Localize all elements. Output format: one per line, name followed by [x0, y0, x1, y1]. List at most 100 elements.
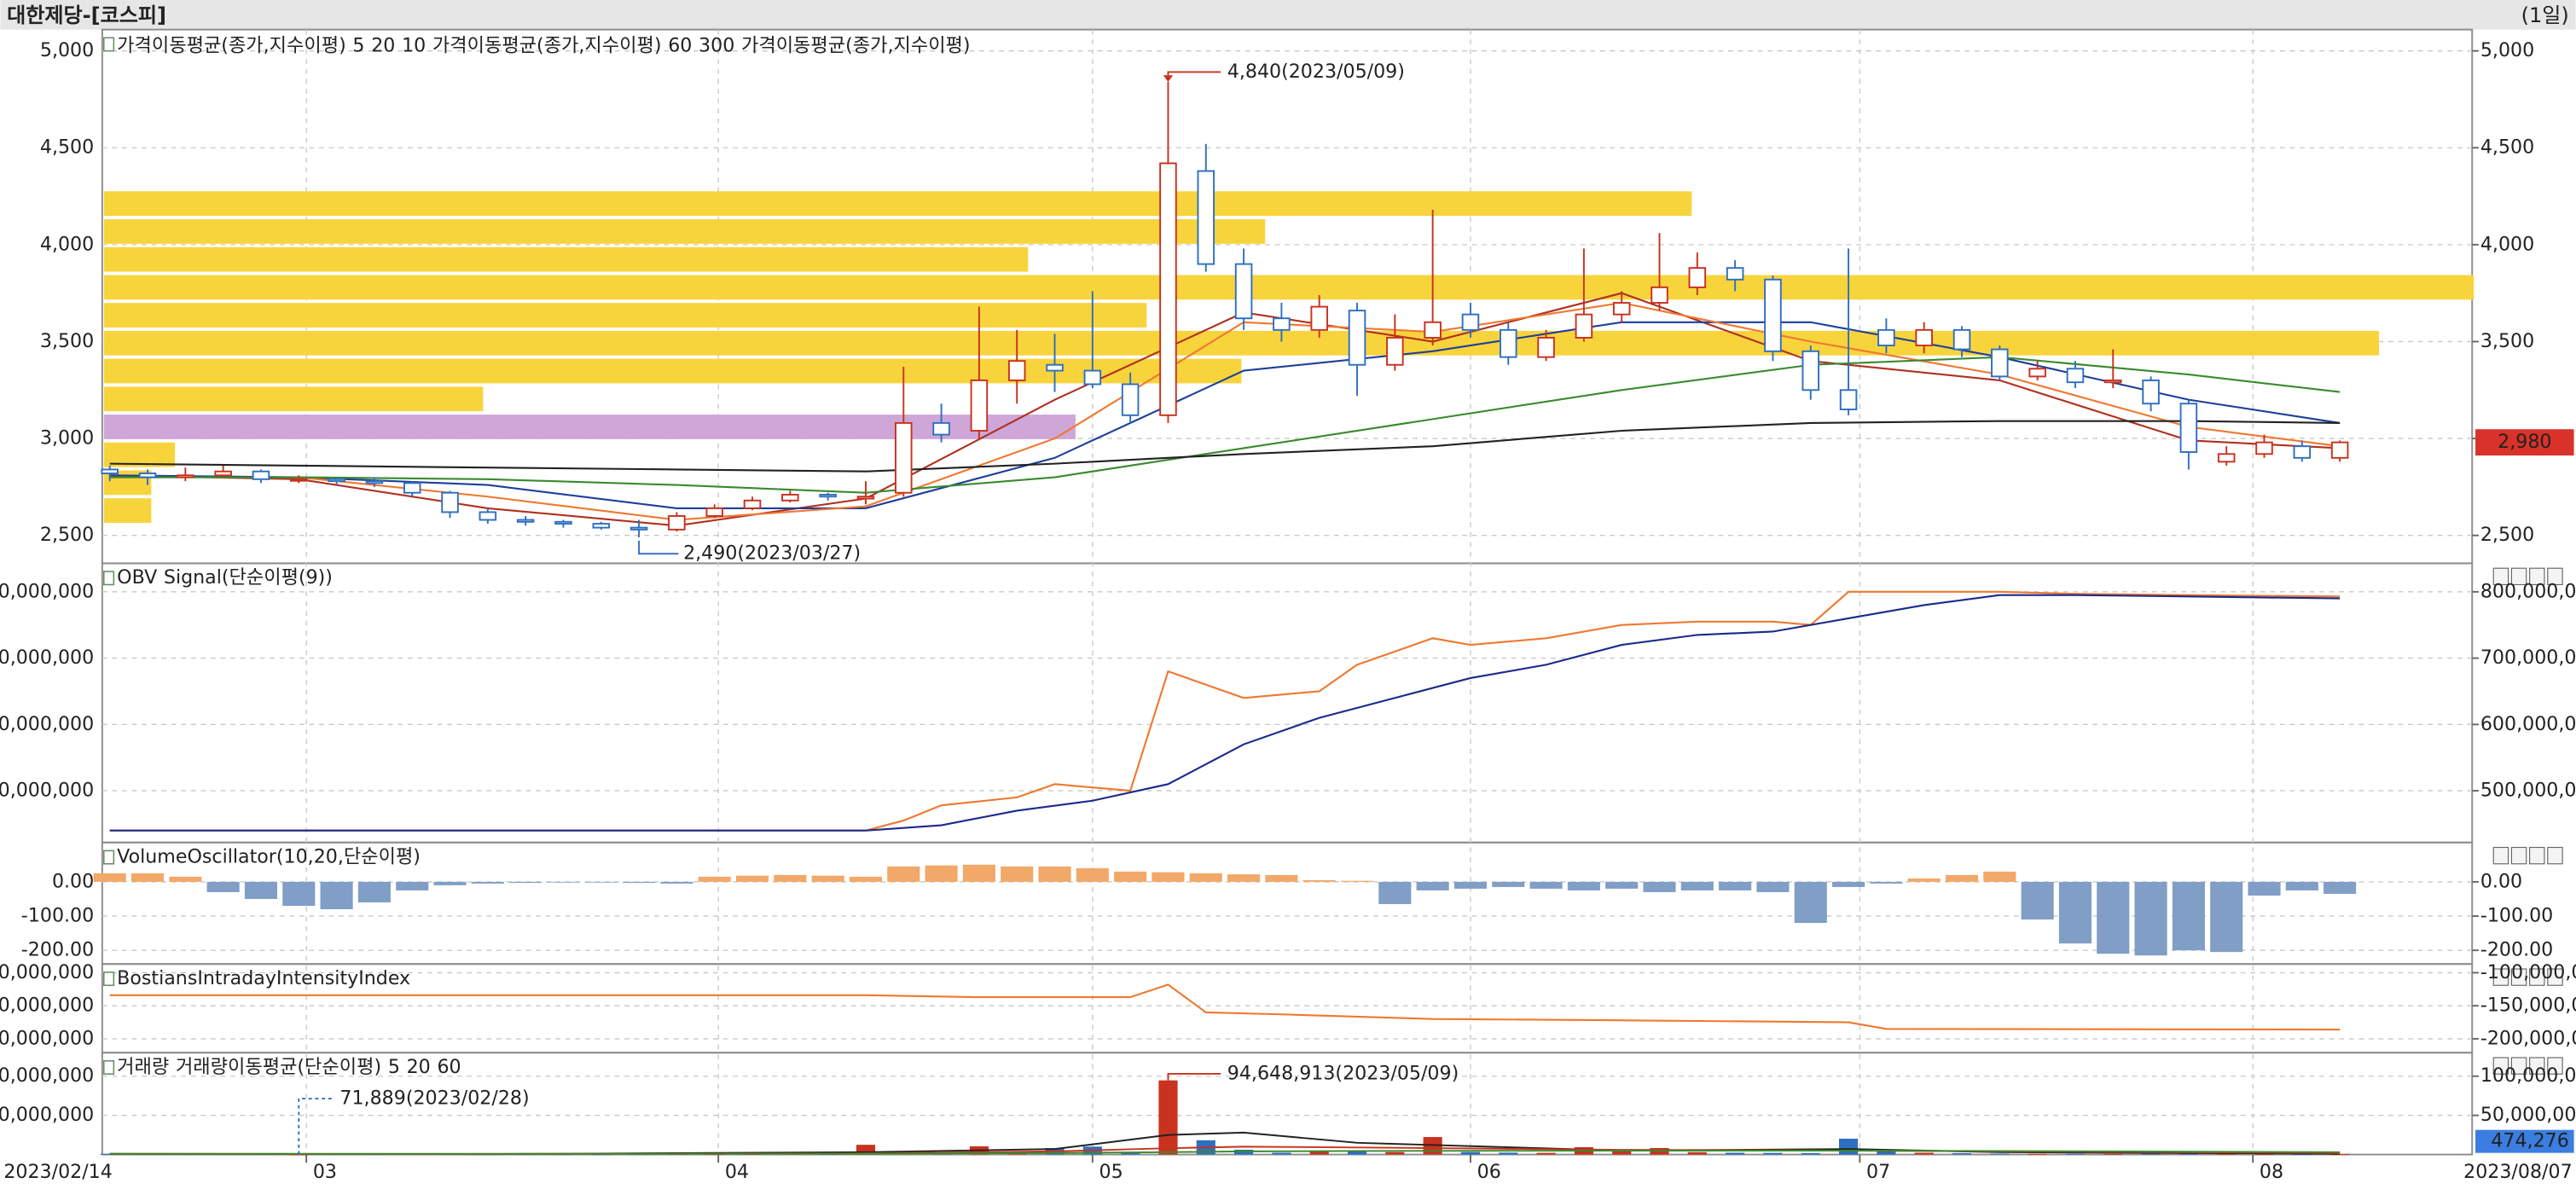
- panel-button: [2510, 1057, 2527, 1075]
- low-marker-label: 2,490(2023/03/27): [683, 542, 861, 565]
- panel-button: [2529, 968, 2545, 986]
- y-tick-label-right: 4,500: [2480, 136, 2534, 159]
- candle-body: [403, 482, 421, 494]
- candle-body: [2330, 441, 2349, 459]
- legend-item: 60: [668, 34, 692, 56]
- volume-bar: [856, 1145, 876, 1155]
- series-line: [109, 420, 2341, 473]
- oscillator-bar: [206, 881, 240, 892]
- candle-body: [970, 379, 989, 432]
- oscillator-bar: [1756, 881, 1790, 892]
- y-tick-label-right: 3,500: [2480, 330, 2534, 352]
- legend-item: BostiansIntradayIntensityIndex: [117, 967, 410, 989]
- oscillator-bar: [1492, 881, 1525, 887]
- volume-bar: [1990, 1153, 2010, 1155]
- volume-bar: [1536, 1152, 1556, 1155]
- oscillator-bar: [1907, 878, 1941, 882]
- panel-icon: [103, 1060, 115, 1075]
- panel-button: [2492, 968, 2509, 986]
- oscillator-bar: [1605, 881, 1639, 889]
- candle-body: [629, 526, 648, 531]
- y-tick-label-left: 0.00: [52, 870, 94, 892]
- y-tick-label-left: 50,000,000: [0, 1104, 94, 1126]
- candle-body: [1877, 328, 1895, 346]
- legend-item: 60: [437, 1056, 461, 1078]
- candle-body: [138, 473, 157, 478]
- candle-body: [1726, 267, 1744, 281]
- oscillator-bar: [1001, 866, 1034, 882]
- candle-body: [1386, 336, 1404, 366]
- oscillator-bar: [2324, 881, 2357, 894]
- oscillator-bar: [774, 874, 807, 882]
- panel-button: [2492, 1057, 2509, 1075]
- volume-bar: [1763, 1152, 1783, 1155]
- legend-item: 가격이동평균(종가,지수이평): [432, 34, 662, 56]
- volume-bar: [1158, 1080, 1178, 1155]
- oscillator-bar: [1983, 871, 2016, 882]
- legend-item: 5: [388, 1056, 400, 1078]
- volume-bar: [1952, 1153, 1972, 1155]
- legend-item: 가격이동평균(종가,지수이평): [741, 34, 971, 56]
- series-line: [109, 983, 2341, 1031]
- y-tick-label-left: 5,000: [40, 39, 94, 61]
- legend-item: VolumeOscillator(10,20,단순이평): [117, 846, 421, 868]
- candle-body: [1046, 363, 1064, 372]
- panel-icon: [103, 850, 115, 865]
- candle-body: [2217, 453, 2236, 463]
- volume-bar: [2065, 1153, 2086, 1155]
- y-tick-label-left: -200,000,000: [0, 1027, 94, 1049]
- panel-button: [2492, 846, 2509, 865]
- y-tick-label-right: 4,000: [2480, 233, 2534, 255]
- y-tick-label-right: -200,000,000: [2480, 1027, 2576, 1049]
- candle-body: [2179, 403, 2198, 453]
- oscillator-bar: [925, 865, 958, 882]
- candle-body: [1424, 321, 1442, 339]
- x-tick-label: 07: [1866, 1161, 1890, 1183]
- legend-item: OBV: [117, 566, 157, 589]
- last-volume-tag: [2475, 1129, 2574, 1153]
- oscillator-bar: [1227, 874, 1261, 882]
- candle-body: [895, 421, 913, 494]
- x-tick-label: 06: [1477, 1161, 1501, 1183]
- oscillator-bar: [1680, 881, 1714, 890]
- oscillator-bar: [584, 881, 618, 883]
- legend-item: 10: [402, 34, 426, 56]
- y-tick-label-right: -100.00: [2480, 905, 2553, 927]
- y-tick-label-right: 600,000,000: [2480, 713, 2576, 735]
- oscillator-bar: [735, 875, 769, 882]
- oscillator-bar: [962, 864, 995, 882]
- panel-button: [2547, 1057, 2563, 1075]
- oscillator-bar: [1378, 881, 1412, 904]
- volume-bar: [1877, 1151, 1896, 1155]
- legend-item: 가격이동평균(종가,지수이평): [117, 34, 346, 56]
- panel-button: [2529, 846, 2545, 865]
- volume-bar: [1347, 1150, 1367, 1155]
- candle-body: [705, 507, 723, 517]
- legend-item: 20: [407, 1056, 431, 1078]
- candle-body: [2028, 368, 2046, 378]
- volume-bar: [2141, 1153, 2161, 1155]
- y-tick-label-left: 600,000,000: [0, 713, 94, 735]
- max-volume-label: 94,648,913(2023/05/09): [1227, 1062, 1459, 1084]
- y-tick-label-left: 700,000,000: [0, 647, 94, 669]
- y-tick-label-left: -200.00: [21, 939, 94, 961]
- volume-bar: [1687, 1151, 1707, 1155]
- oscillator-bar: [623, 881, 656, 884]
- oscillator-bar: [509, 881, 542, 884]
- back-layer: [101, 28, 2474, 1156]
- oscillator-bar: [660, 881, 693, 884]
- oscillator-bar: [1189, 873, 1222, 882]
- period-label: (1일): [2521, 3, 2569, 27]
- high-marker-arrow: [1163, 75, 1174, 83]
- legend-item: 거래량: [117, 1056, 169, 1078]
- y-tick-label-left: -100.00: [21, 905, 94, 927]
- oscillator-bar: [1453, 881, 1488, 889]
- volume-profile-bar: [103, 219, 1266, 244]
- volume-bar: [2217, 1153, 2237, 1155]
- volume-bar: [1801, 1152, 1820, 1155]
- candle-body: [2255, 441, 2273, 455]
- x-tick-label: 08: [2260, 1161, 2283, 1183]
- oscillator-bar: [698, 876, 731, 882]
- header-bar: [0, 0, 2576, 30]
